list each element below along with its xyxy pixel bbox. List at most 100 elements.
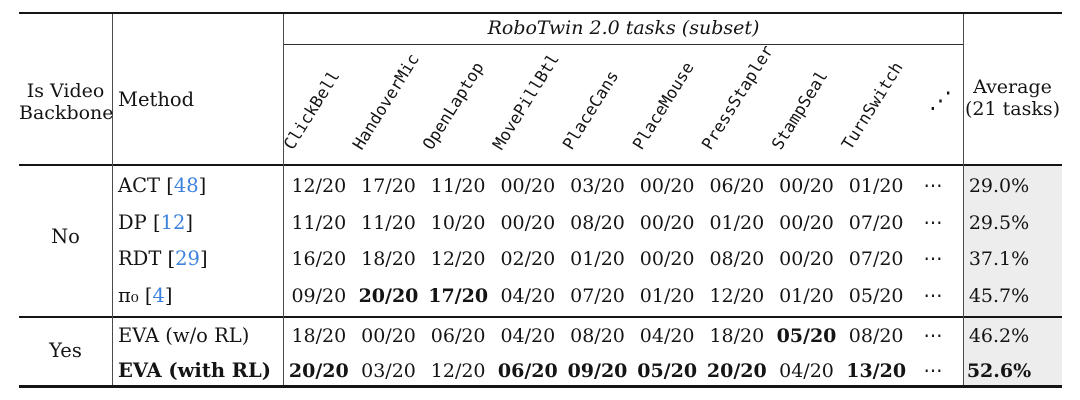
score-cell-clickbell: 11/20: [291, 211, 347, 234]
score-cell-placemouse: 05/20: [637, 360, 698, 382]
row-ellipsis: ⋯: [923, 284, 943, 307]
score-cell-handovermic: 00/20: [361, 325, 416, 347]
score-cell-placemouse: 00/20: [639, 211, 695, 234]
average-cell: 45.7%: [968, 284, 1030, 307]
score-cell-movepillbtl: 02/20: [500, 248, 556, 270]
score-cell-stampseal: 01/20: [779, 284, 834, 307]
method-label: π₀ [4]: [118, 283, 173, 307]
score-cell-handovermic: 03/20: [361, 360, 416, 382]
score-cell-pressstapler: 06/20: [709, 175, 765, 197]
task-col-header-handovermic: HandoverMic: [349, 50, 424, 153]
method-label: EVA (w/o RL): [118, 324, 250, 347]
col2-divider: [283, 14, 284, 385]
score-cell-turnswitch: 07/20: [848, 248, 904, 270]
col-header-is-video-backbone: Is Video Backbone: [19, 80, 114, 124]
score-cell-movepillbtl: 00/20: [500, 175, 556, 197]
method-label: EVA (with RL): [118, 359, 271, 382]
score-row: 20/20 03/20 12/20 06/20 09/20 05/20 20/20 04/20…: [284, 358, 955, 384]
task-col-header-stampseal: StampSeal: [767, 67, 832, 153]
col-header-average: Average (21 tasks): [963, 76, 1062, 120]
score-cell-clickbell: 16/20: [291, 248, 347, 270]
score-cell-movepillbtl: 04/20: [500, 284, 556, 307]
table-bottom-rule: [19, 385, 1062, 388]
score-cell-movepillbtl: 04/20: [500, 325, 556, 347]
score-cell-placemouse: 04/20: [639, 325, 695, 347]
task-col-header-pressstapler: PressStapler: [698, 41, 778, 153]
task-col-header-placemouse: PlaceMouse: [628, 58, 698, 153]
col-header-line1: Is Video: [26, 80, 105, 102]
group-label-yes: Yes: [49, 338, 82, 362]
score-cell-openlaptop: 12/20: [430, 248, 486, 270]
score-cell-pressstapler: 01/20: [709, 211, 765, 234]
citation-link[interactable]: 12: [160, 210, 186, 234]
score-cell-openlaptop: 12/20: [430, 360, 486, 382]
score-cell-openlaptop: 10/20: [430, 211, 486, 234]
citation-link[interactable]: 48: [173, 174, 199, 197]
average-column-divider: [963, 14, 964, 385]
citation-link[interactable]: 29: [175, 247, 200, 270]
row-ellipsis: ⋯: [923, 325, 943, 347]
score-cell-handovermic: 11/20: [361, 211, 416, 234]
score-cell-placecans: 07/20: [570, 284, 625, 307]
score-cell-movepillbtl: 00/20: [500, 211, 556, 234]
group-label-no: No: [51, 225, 80, 248]
score-cell-openlaptop: 11/20: [430, 175, 486, 197]
score-cell-stampseal: 00/20: [779, 248, 834, 270]
average-column-highlight: [964, 166, 1062, 385]
score-cell-stampseal: 00/20: [779, 211, 834, 234]
score-row: 12/20 17/20 11/20 00/20 03/20 00/20 06/20 00/20…: [284, 173, 955, 199]
score-cell-openlaptop: 06/20: [430, 325, 486, 347]
task-col-header-turnswitch: TurnSwitch: [837, 58, 907, 153]
score-cell-placemouse: 01/20: [639, 284, 695, 307]
score-cell-pressstapler: 18/20: [709, 325, 765, 347]
score-cell-turnswitch: 08/20: [848, 325, 904, 347]
score-cell-clickbell: 12/20: [291, 175, 347, 197]
score-cell-turnswitch: 13/20: [846, 360, 907, 382]
average-cell: 37.1%: [968, 248, 1030, 270]
method-label: ACT [48]: [118, 174, 207, 197]
score-cell-handovermic: 17/20: [361, 175, 416, 197]
score-row: 18/20 00/20 06/20 04/20 08/20 04/20 18/20 05/20…: [284, 323, 955, 349]
score-cell-turnswitch: 05/20: [848, 284, 904, 307]
score-cell-handovermic: 20/20: [358, 284, 419, 307]
method-label: DP [12]: [118, 210, 193, 234]
col1-divider: [112, 14, 113, 385]
average-cell: 29.0%: [968, 175, 1030, 197]
score-cell-placecans: 03/20: [570, 175, 625, 197]
score-cell-openlaptop: 17/20: [428, 284, 489, 307]
average-cell: 29.5%: [968, 211, 1030, 234]
score-cell-pressstapler: 12/20: [709, 284, 765, 307]
score-row: 09/20 20/20 17/20 04/20 07/20 01/20 12/20 01/20…: [284, 283, 955, 309]
score-cell-placecans: 08/20: [570, 325, 625, 347]
tasks-group-underline: [284, 44, 963, 46]
average-cell: 46.2%: [968, 325, 1030, 347]
score-cell-pressstapler: 08/20: [709, 248, 765, 270]
score-cell-placecans: 01/20: [570, 248, 625, 270]
group-separator-rule: [19, 315, 1062, 318]
more-tasks-diagonal-ellipsis: ⋰: [929, 88, 952, 114]
row-ellipsis: ⋯: [923, 175, 943, 197]
average-cell: 52.6%: [966, 360, 1032, 382]
header-separator-rule: [19, 163, 1062, 166]
score-cell-clickbell: 20/20: [288, 360, 349, 382]
score-cell-clickbell: 09/20: [291, 284, 347, 307]
task-col-header-movepillbtl: MovePillBtl: [488, 50, 563, 153]
citation-link[interactable]: 4: [152, 283, 165, 307]
row-ellipsis: ⋯: [923, 248, 943, 270]
col-header-line2: Backbone: [19, 102, 114, 124]
col-header-method: Method: [118, 88, 195, 111]
score-cell-stampseal: 04/20: [779, 360, 834, 382]
task-col-header-placecans: PlaceCans: [558, 67, 623, 153]
average-header-line1: Average: [973, 76, 1052, 98]
score-cell-placecans: 09/20: [567, 360, 628, 382]
score-cell-clickbell: 18/20: [291, 325, 347, 347]
score-row: 11/20 11/20 10/20 00/20 08/20 00/20 01/20 00/20…: [284, 210, 955, 236]
score-row: 16/20 18/20 12/20 02/20 01/20 00/20 08/20 00/20…: [284, 246, 955, 272]
score-cell-pressstapler: 20/20: [706, 360, 767, 382]
score-cell-placecans: 08/20: [570, 211, 625, 234]
score-cell-placemouse: 00/20: [639, 248, 695, 270]
score-cell-stampseal: 00/20: [779, 175, 834, 197]
score-cell-turnswitch: 01/20: [848, 175, 904, 197]
score-cell-turnswitch: 07/20: [848, 211, 904, 234]
